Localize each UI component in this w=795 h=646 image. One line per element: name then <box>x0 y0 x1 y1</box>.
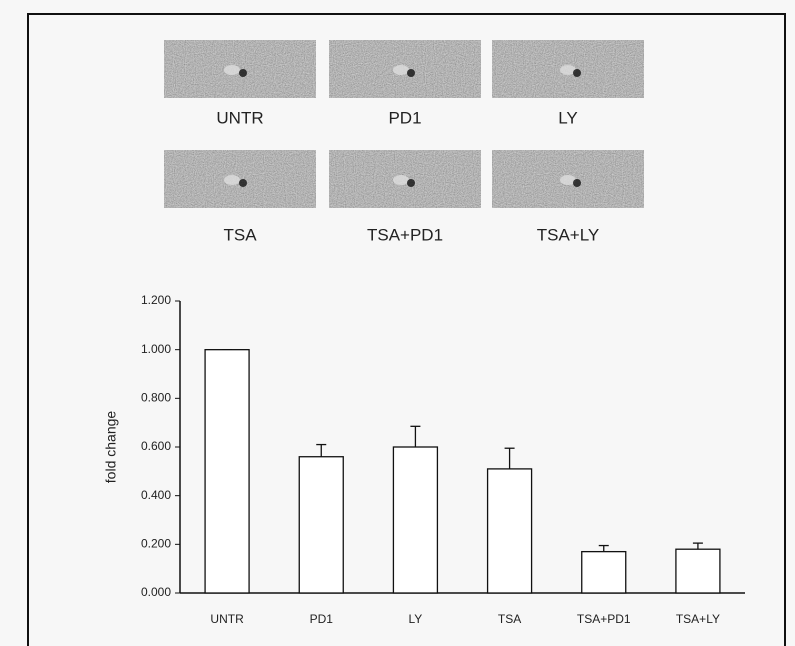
cell-dark <box>407 69 415 77</box>
bar <box>488 469 532 593</box>
micrograph <box>164 150 316 208</box>
bar <box>299 457 343 593</box>
cell <box>393 175 409 185</box>
image-label: UNTR <box>216 108 263 127</box>
y-tick-label: 1.200 <box>141 293 171 307</box>
bar <box>676 549 720 593</box>
x-tick-label: PD1 <box>310 612 334 626</box>
micrograph <box>164 40 316 98</box>
x-tick-label: TSA+LY <box>676 612 720 626</box>
image-label: TSA <box>223 225 257 244</box>
figure: UNTR PD1 LY TSA TSA+PD1 TSA+LY fold change 0.… <box>0 0 795 646</box>
bar <box>205 350 249 593</box>
x-tick-label: TSA <box>498 612 521 626</box>
cell-dark <box>239 69 247 77</box>
x-tick-label: TSA+PD1 <box>577 612 631 626</box>
image-label: PD1 <box>388 108 421 127</box>
x-tick-label: LY <box>409 612 423 626</box>
bar <box>393 447 437 593</box>
cell-dark <box>573 179 581 187</box>
image-label: TSA+LY <box>537 225 600 244</box>
image-label: TSA+PD1 <box>367 225 443 244</box>
cell-dark <box>573 69 581 77</box>
y-axis-label: fold change <box>103 411 119 484</box>
y-tick-label: 0.800 <box>141 391 171 405</box>
y-tick-label: 0.600 <box>141 439 171 453</box>
cell <box>224 175 240 185</box>
cell-dark <box>407 179 415 187</box>
cell <box>224 65 240 75</box>
cell-dark <box>239 179 247 187</box>
bar <box>582 552 626 593</box>
image-label: LY <box>558 108 578 127</box>
y-tick-label: 0.000 <box>141 585 171 599</box>
x-tick-label: UNTR <box>210 612 244 626</box>
y-tick-label: 0.200 <box>141 537 171 551</box>
y-tick-label: 0.400 <box>141 488 171 502</box>
cell <box>393 65 409 75</box>
y-tick-label: 1.000 <box>141 342 171 356</box>
